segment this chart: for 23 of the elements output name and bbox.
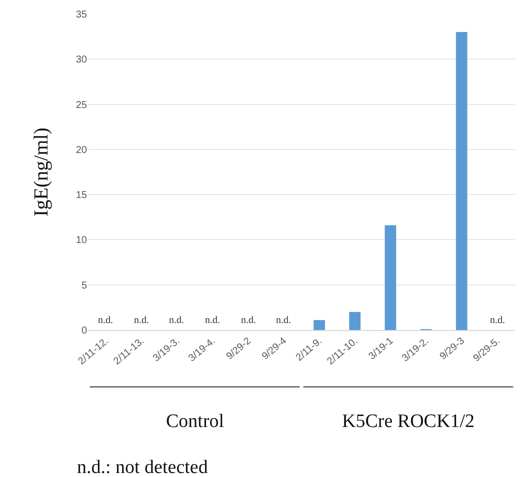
y-axis-title: IgE(ng/ml)	[30, 128, 52, 216]
text: Control	[166, 411, 224, 432]
bar	[456, 32, 468, 330]
bar	[384, 225, 396, 330]
text: n.d.	[490, 315, 505, 326]
text: n.d.	[169, 315, 184, 326]
y-tick-label: 5	[81, 280, 88, 292]
bar	[349, 312, 361, 330]
y-tick-label: 20	[76, 144, 88, 156]
bar	[314, 320, 325, 330]
text: K5Cre ROCK1/2	[342, 411, 474, 432]
text: n.d.	[276, 315, 291, 326]
y-tick-label: 10	[76, 235, 88, 246]
y-tick-label: 30	[76, 54, 88, 66]
y-tick-label: 0	[81, 326, 88, 336]
text: n.d.	[205, 315, 220, 326]
y-tick-label: 25	[76, 100, 88, 111]
text: n.d.: not detected	[77, 457, 208, 477]
text: n.d.	[134, 315, 149, 326]
text: n.d.	[98, 315, 113, 326]
text: n.d.	[241, 315, 256, 326]
y-tick-label: 35	[76, 10, 88, 20]
y-tick-label: 15	[76, 190, 88, 202]
